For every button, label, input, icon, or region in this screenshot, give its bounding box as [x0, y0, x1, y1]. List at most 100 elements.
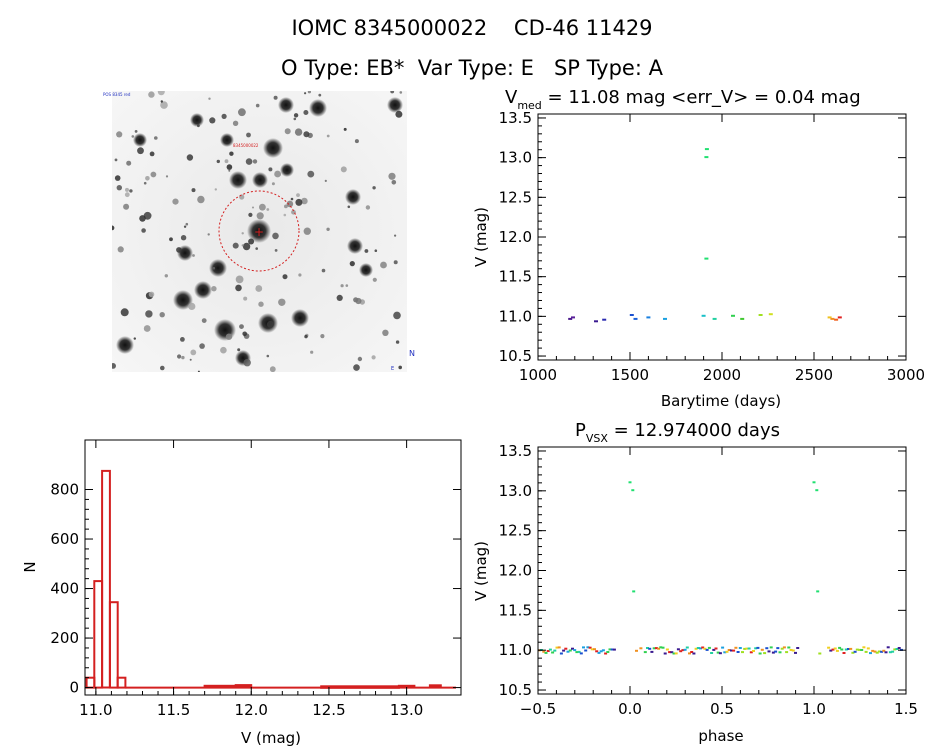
finder-star — [225, 333, 233, 340]
finder-star — [296, 193, 300, 198]
phased-title: PVSX = 12.974000 days — [575, 420, 780, 445]
finder-star — [228, 169, 231, 172]
finder-star — [347, 205, 351, 209]
finder-star — [283, 213, 287, 217]
lightcurve-point-group — [704, 148, 709, 151]
phased-point-group — [546, 650, 550, 652]
finder-star — [220, 133, 234, 147]
finder-star — [258, 301, 264, 307]
finder-star — [374, 249, 378, 252]
phased-point-group — [769, 646, 773, 649]
finder-star — [286, 200, 294, 208]
phased-point-group — [551, 651, 555, 654]
finder-star — [232, 242, 239, 249]
finder-star — [117, 246, 124, 253]
finder-star — [221, 113, 227, 119]
finder-star — [355, 297, 362, 305]
finder-star — [181, 355, 185, 360]
lightcurve-ytick-label: 12.5 — [499, 188, 532, 206]
phased-point-group — [683, 648, 687, 651]
histogram-bars — [85, 469, 456, 689]
finder-star — [189, 358, 192, 361]
phased-point-group — [729, 649, 733, 652]
lightcurve-point-group — [731, 314, 735, 317]
finder-star — [165, 175, 169, 178]
phased-point-group — [758, 652, 762, 655]
phased-point-group — [723, 651, 727, 654]
finder-star — [235, 284, 242, 292]
phased-point-group — [661, 646, 665, 649]
phased-point-group — [559, 652, 563, 655]
finder-star — [372, 186, 376, 190]
finder-star — [354, 139, 359, 144]
finder-star — [176, 247, 182, 253]
finder-star — [252, 159, 258, 164]
finder-star — [148, 91, 155, 98]
phased-ytick-label: 10.5 — [499, 681, 532, 699]
finder-star — [266, 320, 274, 328]
finder-star — [190, 349, 197, 356]
finder-star — [224, 159, 229, 164]
finder-star — [238, 108, 246, 117]
phased-point-group — [866, 647, 870, 650]
phased-xtick-label: 1.0 — [802, 700, 826, 718]
phased-point-group — [701, 646, 705, 649]
finder-star — [318, 93, 322, 97]
finder-star — [131, 135, 135, 138]
finder-star — [120, 308, 129, 317]
phased-point-group — [875, 651, 879, 654]
lightcurve-ytick-label: 13.5 — [499, 109, 532, 127]
phased-point-group — [782, 646, 786, 649]
finder-star — [134, 130, 138, 133]
finder-star — [209, 117, 216, 124]
phased-point-group — [718, 652, 722, 655]
phased-point-group — [643, 651, 647, 654]
lightcurve-point-group — [594, 320, 598, 323]
finder-stars — [112, 91, 403, 372]
phased-point-group — [586, 646, 590, 649]
lightcurve-axes-box — [537, 113, 907, 361]
phased-point-group — [652, 647, 656, 650]
finder-star — [237, 348, 241, 352]
phased-point-group — [650, 650, 654, 653]
phased-xtick-label: 1.5 — [894, 700, 918, 718]
finder-star — [324, 179, 327, 182]
finder-star — [293, 117, 297, 121]
phased-point-group — [827, 646, 831, 649]
finder-star — [183, 225, 187, 228]
lightcurve-marks — [568, 148, 842, 323]
phased-point-group — [577, 650, 581, 653]
lightcurve-point-group — [571, 316, 575, 319]
phased-point-group — [588, 646, 592, 649]
finder-star — [141, 228, 146, 233]
finder-star — [160, 365, 165, 371]
finder-star — [284, 128, 291, 135]
phased-xlabel: phase — [698, 727, 743, 745]
finder-star — [274, 249, 278, 252]
finder-star — [399, 91, 403, 94]
phased-point-group — [690, 651, 694, 653]
finder-star — [246, 132, 251, 138]
phased-ytick-label: 13.0 — [499, 482, 532, 500]
finder-star — [256, 212, 264, 220]
phased-point-group — [829, 649, 833, 652]
phased-point-group — [688, 652, 691, 655]
finder-star — [188, 302, 196, 310]
phased-point-group — [703, 647, 707, 650]
finder-star — [307, 91, 311, 94]
phased-point-group — [835, 649, 839, 652]
finder-star — [243, 296, 248, 301]
finder-star — [160, 101, 168, 109]
phased-point-group — [555, 646, 559, 649]
finder-star — [139, 215, 146, 222]
phased-point-group — [855, 648, 859, 651]
phased-point-group — [707, 646, 711, 649]
finder-star — [336, 294, 343, 301]
phased-point-group — [646, 647, 649, 649]
phased-point-group — [584, 649, 588, 652]
phased-point-group — [657, 647, 661, 650]
finder-star — [235, 275, 244, 284]
phased-point-group — [601, 649, 605, 652]
finder-star — [291, 309, 309, 327]
finder-star — [255, 247, 258, 250]
